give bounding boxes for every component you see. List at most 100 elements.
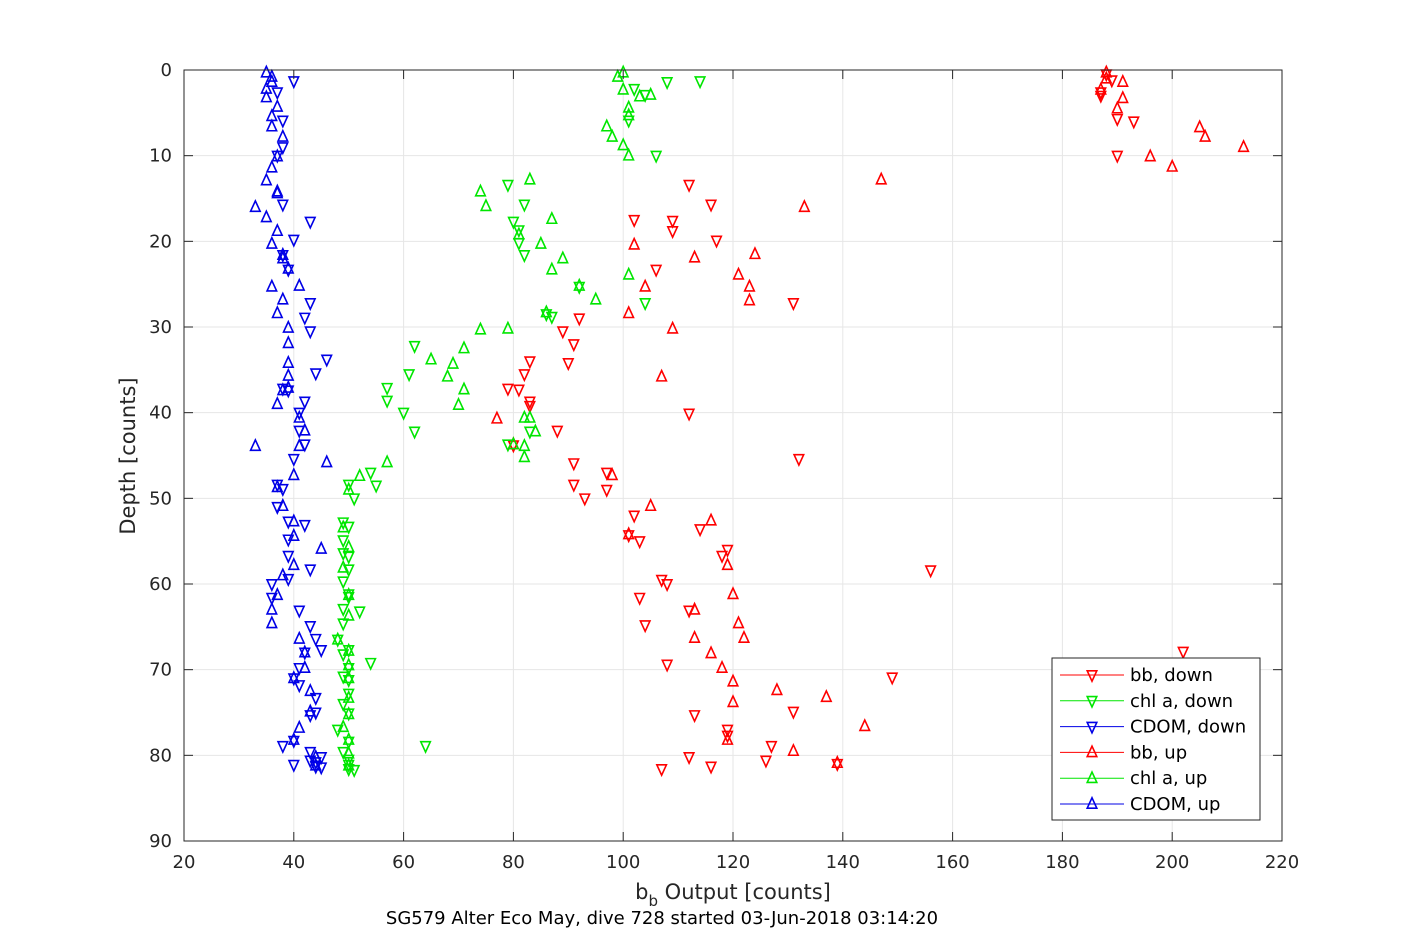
data-point (479, 198, 493, 212)
data-point (342, 551, 355, 565)
data-point (265, 118, 278, 132)
data-point (710, 235, 723, 249)
y-tick-label: 30 (149, 317, 172, 338)
data-point (694, 524, 707, 538)
data-point (507, 440, 520, 454)
data-point (770, 682, 783, 696)
data-point (633, 88, 646, 102)
legend-marker (1085, 795, 1099, 810)
data-point (304, 326, 317, 340)
data-point (924, 565, 937, 579)
data-point (331, 631, 344, 645)
data-point (342, 736, 355, 750)
data-point (408, 340, 421, 354)
data-point (661, 659, 674, 673)
data-point (518, 199, 531, 213)
legend-marker (1085, 770, 1099, 784)
legend-marker (1085, 669, 1099, 684)
data-point (589, 291, 602, 305)
data-point (622, 99, 635, 113)
data-point (276, 497, 289, 512)
data-point (474, 183, 487, 197)
data-point (342, 674, 355, 689)
data-point (666, 226, 679, 240)
data-point (276, 483, 289, 498)
legend-marker (1085, 695, 1099, 709)
legend-entry: CDOM, down (1130, 717, 1246, 738)
data-point (353, 606, 366, 620)
data-point (342, 587, 355, 601)
chart-title: SG579 Alter Eco May, dive 728 started 03… (386, 908, 938, 929)
data-point (1111, 113, 1124, 127)
data-point (342, 481, 355, 495)
y-tick-label: 70 (149, 660, 172, 681)
data-point (628, 236, 641, 250)
data-point (622, 115, 635, 129)
data-point (381, 395, 394, 409)
x-axis-label: bb Output [counts] (635, 880, 831, 910)
data-point (342, 479, 355, 493)
data-point (304, 703, 317, 717)
data-point (748, 246, 762, 260)
data-point (721, 730, 734, 744)
data-point (1111, 150, 1124, 164)
data-point (1237, 138, 1250, 153)
y-tick-label: 40 (149, 403, 172, 424)
data-point (622, 147, 635, 161)
data-point (704, 645, 718, 659)
data-point (715, 550, 729, 564)
data-point (271, 185, 284, 199)
y-tick-label: 0 (161, 60, 172, 81)
data-point (578, 493, 591, 507)
data-point (820, 688, 833, 703)
data-point (260, 89, 273, 103)
x-axis-ticks: 20 40 60 80 100 120 140 160 180 200 220 (173, 70, 1299, 873)
data-point (276, 382, 289, 396)
data-point (282, 319, 295, 333)
data-point (298, 312, 311, 326)
data-point (567, 479, 580, 493)
data-point (694, 76, 707, 90)
data-point (342, 591, 355, 605)
data-point (298, 422, 311, 436)
data-point (309, 692, 322, 707)
data-point (287, 670, 300, 684)
y-axis-label: Depth [counts] (116, 377, 140, 534)
data-point (408, 426, 421, 440)
data-point (765, 740, 778, 755)
data-point (666, 215, 679, 229)
data-point (342, 689, 355, 703)
data-point (704, 512, 718, 526)
series-bb-down (501, 69, 1190, 778)
data-point (293, 277, 306, 291)
data-point (1193, 119, 1206, 133)
data-point (759, 755, 772, 769)
data-point (265, 601, 278, 615)
x-tick-label: 20 (173, 852, 196, 873)
data-point (622, 107, 635, 121)
data-point (337, 548, 350, 562)
data-point (661, 578, 674, 593)
data-point (282, 260, 295, 274)
data-point (309, 757, 322, 771)
data-point (309, 368, 322, 382)
data-point (721, 557, 734, 571)
data-point (704, 199, 718, 213)
data-point (298, 647, 311, 661)
data-point (381, 454, 394, 468)
data-point (287, 759, 300, 773)
data-point (304, 682, 317, 697)
data-point (732, 615, 745, 629)
data-point (628, 214, 641, 229)
data-point (457, 340, 471, 354)
y-tick-label: 90 (149, 831, 172, 852)
data-point (704, 761, 718, 775)
data-point (276, 246, 289, 261)
data-point (331, 634, 344, 648)
data-point (342, 706, 355, 720)
data-point (348, 764, 361, 779)
data-point (304, 564, 317, 578)
data-point (342, 539, 355, 553)
data-point (381, 382, 394, 396)
data-point (403, 369, 416, 383)
